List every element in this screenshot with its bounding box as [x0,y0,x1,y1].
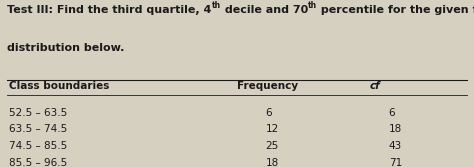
Text: 85.5 – 96.5: 85.5 – 96.5 [9,158,68,167]
Text: 6: 6 [265,108,272,118]
Text: percentile for the given frequency: percentile for the given frequency [317,5,474,15]
Text: 12: 12 [265,124,279,134]
Text: 6: 6 [389,108,395,118]
Text: 71: 71 [389,158,402,167]
Text: Frequency: Frequency [237,81,298,91]
Text: Class boundaries: Class boundaries [9,81,110,91]
Text: th: th [211,1,220,10]
Text: 52.5 – 63.5: 52.5 – 63.5 [9,108,68,118]
Text: Test III: Find the third quartile, 4: Test III: Find the third quartile, 4 [7,5,211,15]
Text: cf: cf [370,81,380,91]
Text: decile and 70: decile and 70 [220,5,308,15]
Text: 18: 18 [389,124,402,134]
Text: 25: 25 [265,141,279,151]
Text: 63.5 – 74.5: 63.5 – 74.5 [9,124,68,134]
Text: 18: 18 [265,158,279,167]
Text: 43: 43 [389,141,402,151]
Text: distribution below.: distribution below. [7,43,125,53]
Text: 74.5 – 85.5: 74.5 – 85.5 [9,141,68,151]
Text: th: th [308,1,317,10]
